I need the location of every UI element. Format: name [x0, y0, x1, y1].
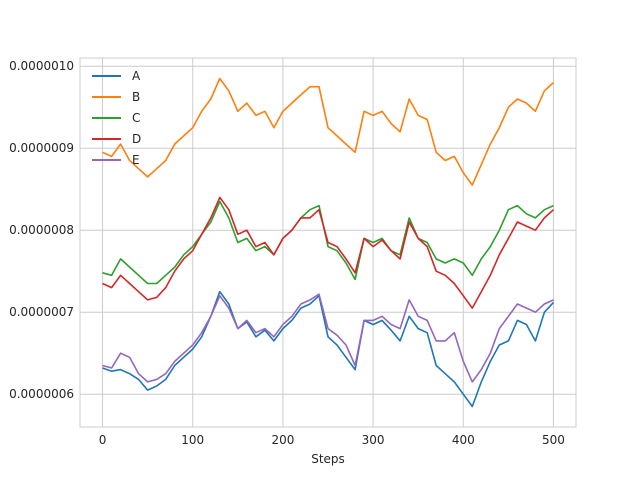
x-tick-label: 400 — [452, 433, 475, 447]
x-tick-label: 500 — [542, 433, 565, 447]
y-tick-label: 0.0000007 — [9, 305, 74, 319]
x-tick-label: 100 — [181, 433, 204, 447]
x-tick-label: 200 — [271, 433, 294, 447]
y-tick-label: 0.0000008 — [9, 223, 74, 237]
legend-label-E: E — [132, 153, 140, 167]
legend-label-C: C — [132, 111, 140, 125]
x-axis-title: Steps — [311, 452, 345, 466]
gridlines — [80, 58, 576, 427]
y-tick-label: 0.0000006 — [9, 387, 74, 401]
y-tick-label: 0.0000010 — [9, 59, 74, 73]
legend-label-A: A — [132, 69, 141, 83]
series-lines — [102, 77, 555, 408]
series-line-C — [102, 200, 554, 285]
x-tick-label: 300 — [362, 433, 385, 447]
series-line-D — [102, 196, 555, 309]
y-tick-label: 0.0000009 — [9, 141, 74, 155]
series-line-B — [102, 77, 555, 186]
x-tick-labels: 0 100 200 300 400 500 — [99, 433, 565, 447]
x-tick-label: 0 — [99, 433, 107, 447]
plot-frame — [79, 57, 577, 428]
legend-label-B: B — [132, 90, 140, 104]
series-line-E — [102, 293, 554, 383]
y-tick-labels: 0.0000006 0.0000007 0.0000008 0.0000009 0.00… — [9, 59, 74, 401]
legend-label-D: D — [132, 132, 141, 146]
series-line-A — [102, 290, 555, 408]
